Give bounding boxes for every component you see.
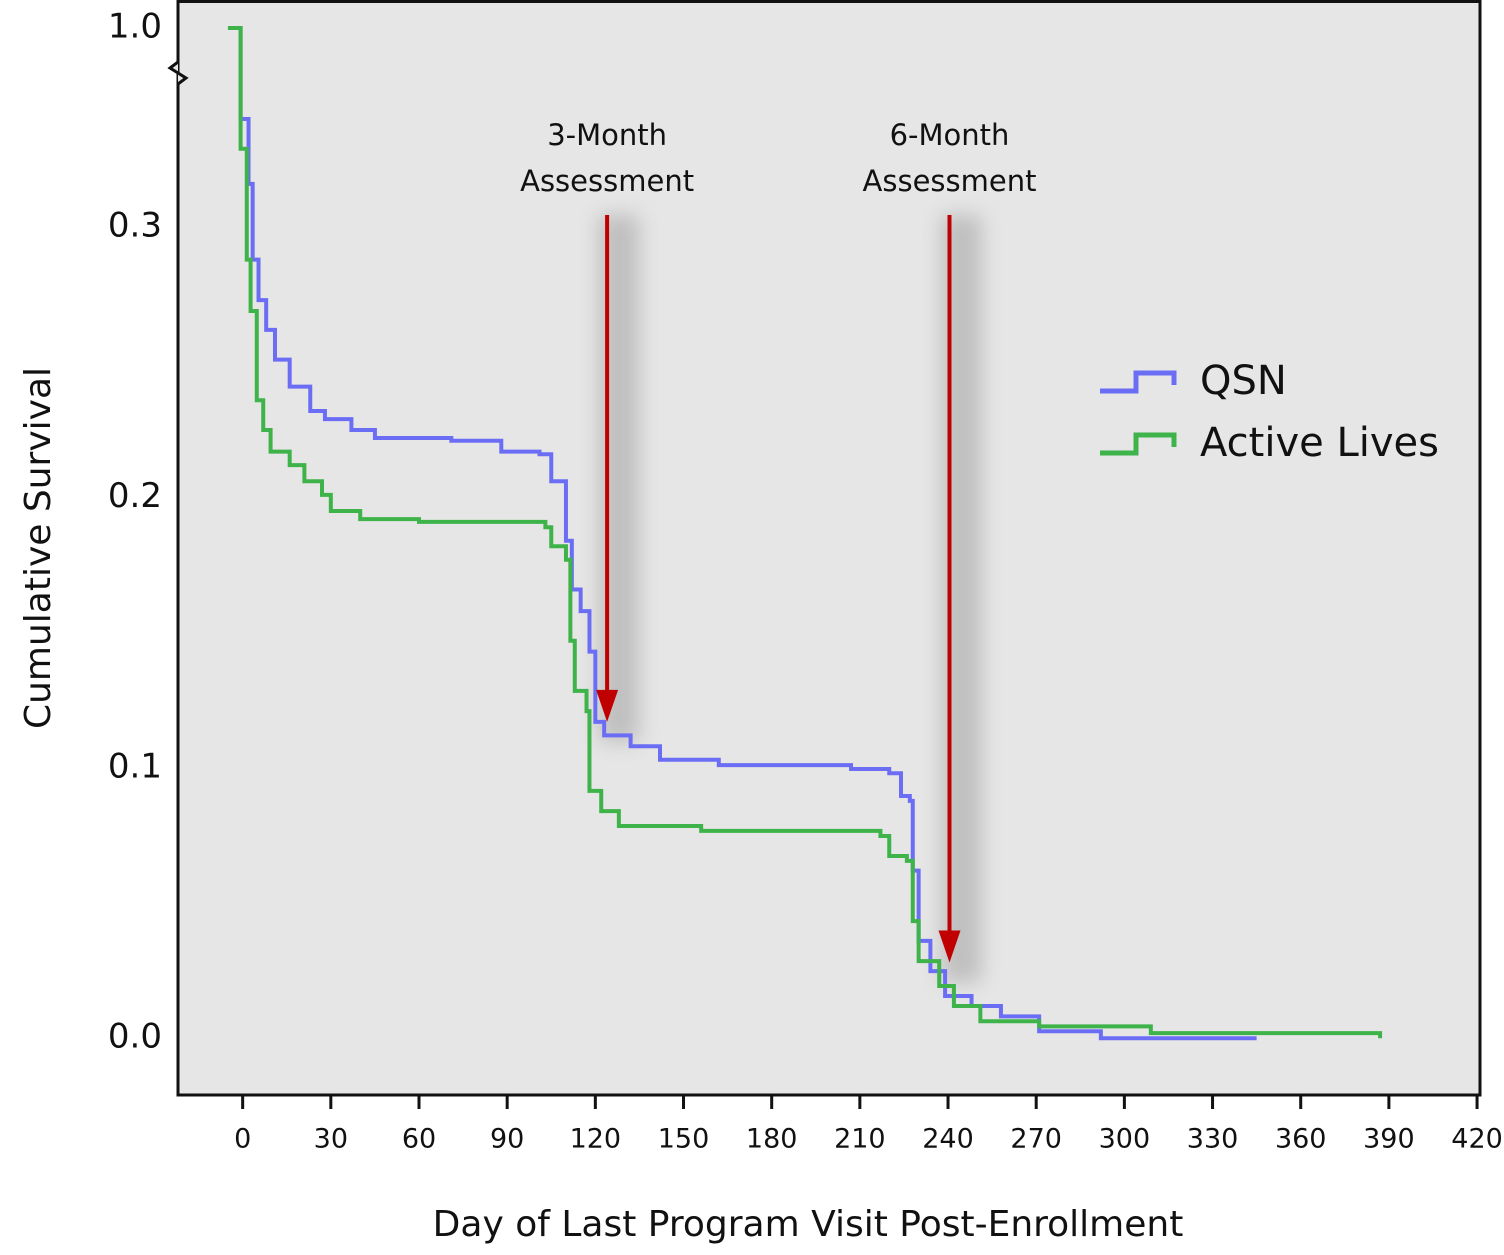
annotation-text: Assessment xyxy=(863,164,1037,198)
x-tick-label: 300 xyxy=(1099,1124,1151,1155)
y-tick-label: 0.2 xyxy=(108,476,162,516)
annotation-text: Assessment xyxy=(520,164,694,198)
x-tick-label: 270 xyxy=(1010,1124,1062,1155)
x-axis-label: Day of Last Program Visit Post-Enrollmen… xyxy=(433,1204,1184,1245)
legend-label: Active Lives xyxy=(1200,420,1439,466)
x-tick-label: 330 xyxy=(1187,1124,1239,1155)
y-tick-label: 0.0 xyxy=(108,1017,162,1057)
y-tick-label: 1.0 xyxy=(108,7,162,47)
arrow-head xyxy=(596,689,619,722)
arrow-head xyxy=(938,930,961,963)
x-tick-label: 90 xyxy=(490,1124,524,1155)
x-tick-label: 420 xyxy=(1451,1124,1503,1155)
y-tick-label: 0.3 xyxy=(108,206,162,246)
x-tick-label: 30 xyxy=(314,1124,348,1155)
legend-swatch xyxy=(1100,432,1177,456)
x-tick-label: 360 xyxy=(1275,1124,1327,1155)
y-axis-label: Cumulative Survival xyxy=(18,367,59,729)
y-tick-label: 0.1 xyxy=(108,746,162,786)
plot-area xyxy=(176,0,1482,1097)
x-tick-label: 60 xyxy=(402,1124,436,1155)
annotation-text: 3-Month xyxy=(547,118,667,152)
x-tick-label: 150 xyxy=(658,1124,710,1155)
x-tick-label: 120 xyxy=(570,1124,622,1155)
survival-line xyxy=(227,26,1383,1039)
annotation-text: 6-Month xyxy=(890,118,1010,152)
x-tick-label: 240 xyxy=(922,1124,974,1155)
x-tick-label: 180 xyxy=(746,1124,798,1155)
axis-break xyxy=(167,60,189,86)
x-tick-label: 210 xyxy=(834,1124,886,1155)
legend-swatch xyxy=(1100,370,1177,394)
legend-label: QSN xyxy=(1200,358,1287,404)
survival-line xyxy=(227,26,1257,1041)
x-tick-label: 0 xyxy=(234,1124,251,1155)
x-tick-label: 390 xyxy=(1363,1124,1415,1155)
